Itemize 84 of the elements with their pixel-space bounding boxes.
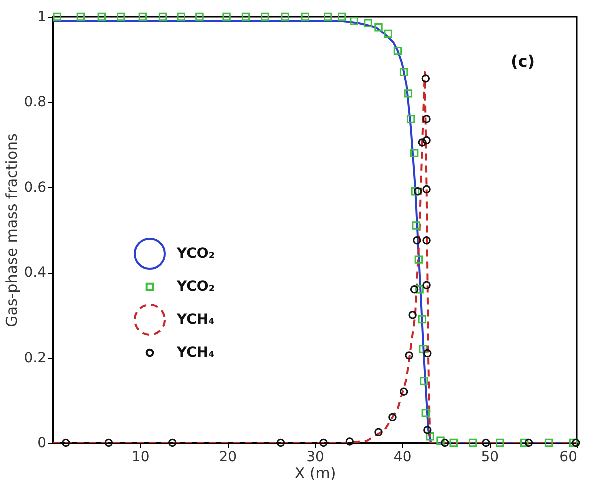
point: [281, 12, 290, 22]
legend-label: YCH₄: [176, 345, 215, 361]
point: [117, 12, 126, 22]
point: [364, 19, 372, 28]
x-tick-label: 50: [481, 450, 500, 466]
point: [350, 17, 358, 26]
point: [416, 286, 424, 294]
point: [104, 438, 113, 448]
point: [424, 426, 432, 434]
point: [388, 413, 397, 422]
point: [420, 377, 428, 386]
point: [482, 438, 490, 448]
point: [436, 436, 445, 445]
y-tick-label: 1: [38, 10, 46, 26]
point: [168, 438, 177, 448]
point: [419, 345, 428, 354]
point: [394, 46, 402, 56]
point: [422, 185, 431, 194]
point: [422, 136, 431, 145]
x-axis-title: X (m): [294, 464, 336, 482]
point: [422, 115, 431, 124]
point: [544, 438, 554, 448]
point: [400, 388, 408, 396]
point: [346, 438, 354, 446]
x-tick-label: 10: [132, 450, 150, 466]
point: [62, 438, 70, 448]
point: [374, 428, 383, 436]
point: [405, 352, 414, 360]
point: [301, 12, 310, 22]
legend-label: YCO₂: [176, 279, 215, 295]
point: [261, 12, 270, 22]
y-tick-label: 0.6: [24, 180, 47, 196]
point: [242, 12, 250, 22]
point: [177, 12, 186, 22]
legend-label: YCO₂: [176, 246, 215, 262]
x-tick-label: 30: [306, 450, 324, 466]
point: [422, 74, 430, 83]
point: [408, 311, 417, 320]
point: [410, 149, 419, 158]
point: [422, 281, 431, 290]
point: [53, 12, 62, 22]
point: [406, 115, 416, 124]
point: [426, 432, 434, 441]
point: [450, 438, 458, 448]
point: [384, 30, 392, 38]
point: [418, 315, 427, 324]
point: [414, 188, 422, 196]
y-tick-label: 0.8: [24, 94, 46, 111]
y-tick-label: 0.4: [24, 265, 47, 282]
y-tick-label: 0: [38, 436, 46, 452]
point: [411, 188, 420, 196]
point: [441, 438, 450, 448]
point: [222, 12, 231, 22]
point: [196, 12, 204, 22]
point: [98, 12, 106, 22]
point: [424, 349, 432, 358]
point: [320, 438, 328, 448]
point: [413, 236, 422, 245]
point: [404, 90, 413, 98]
y-axis-title: Gas-phase mass fractions: [3, 133, 22, 328]
point: [524, 438, 534, 448]
point: [138, 12, 148, 22]
point: [412, 222, 420, 230]
point: [76, 12, 86, 22]
y-tick-label: 0.2: [24, 350, 46, 366]
point: [418, 138, 427, 147]
point: [422, 409, 430, 418]
legend-label: YCH₄: [176, 312, 215, 328]
x-tick-label: 60: [560, 450, 578, 466]
point: [338, 12, 346, 22]
x-tick-label: 40: [394, 450, 412, 466]
point: [374, 24, 383, 32]
point: [468, 438, 478, 448]
point: [410, 286, 419, 294]
x-tick-label: 20: [219, 450, 238, 466]
point: [276, 438, 286, 448]
point: [520, 438, 529, 448]
point: [422, 236, 431, 245]
point: [158, 12, 168, 22]
point: [400, 68, 408, 76]
annotation: (c): [510, 52, 536, 71]
point: [324, 12, 332, 22]
point: [414, 256, 424, 264]
point: [496, 438, 504, 448]
